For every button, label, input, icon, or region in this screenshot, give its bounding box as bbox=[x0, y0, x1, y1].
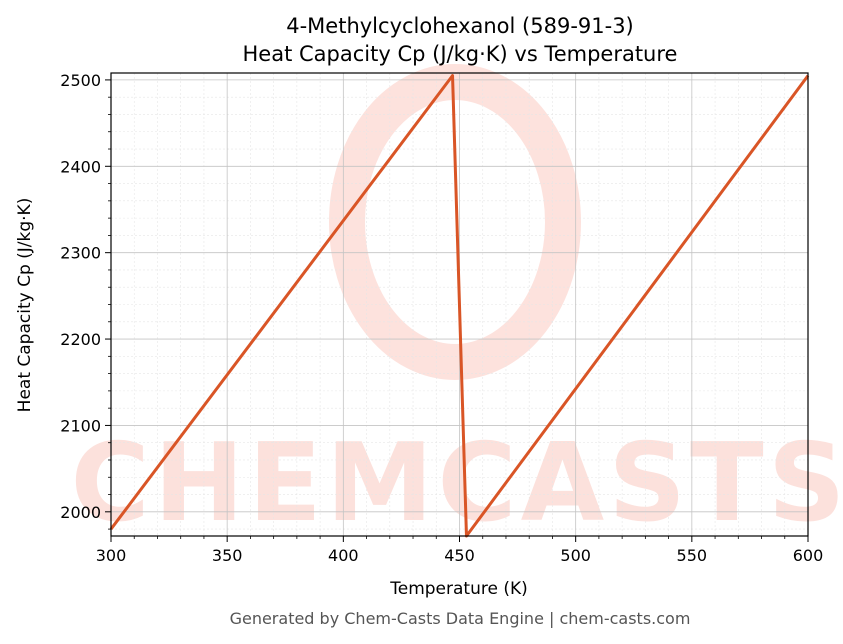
y-tick-label: 2300 bbox=[60, 244, 101, 263]
x-tick-label: 350 bbox=[212, 546, 243, 565]
watermark: CHEMCASTS bbox=[71, 64, 843, 546]
y-tick-label: 2200 bbox=[60, 330, 101, 349]
x-tick-label: 400 bbox=[328, 546, 359, 565]
series-group bbox=[109, 74, 810, 538]
series-line-0 bbox=[109, 74, 810, 538]
x-axis-label: Temperature (K) bbox=[389, 579, 528, 599]
y-axis-label: Heat Capacity Cp (J/kg·K) bbox=[15, 198, 35, 413]
x-tick-label: 600 bbox=[793, 546, 824, 565]
y-tick-label: 2100 bbox=[60, 416, 101, 435]
watermark-logo bbox=[329, 64, 581, 380]
chart-subtitle: Heat Capacity Cp (J/kg·K) vs Temperature bbox=[243, 42, 678, 66]
watermark-text: CHEMCASTS bbox=[71, 421, 843, 546]
y-tick-label: 2400 bbox=[60, 157, 101, 176]
x-tick-label: 550 bbox=[677, 546, 708, 565]
x-tick-label: 450 bbox=[444, 546, 475, 565]
x-tick-label: 300 bbox=[96, 546, 127, 565]
y-tick-label: 2500 bbox=[60, 71, 101, 90]
x-tick-label: 500 bbox=[560, 546, 591, 565]
axis-ticks: 300 350 400 450 500 550 600 2000 2100 2200 2300 240… bbox=[60, 71, 823, 565]
footer-credit: Generated by Chem-Casts Data Engine | ch… bbox=[230, 609, 691, 628]
y-tick-label: 2000 bbox=[60, 503, 101, 522]
chart-title: 4-Methylcyclohexanol (589-91-3) bbox=[286, 14, 634, 38]
